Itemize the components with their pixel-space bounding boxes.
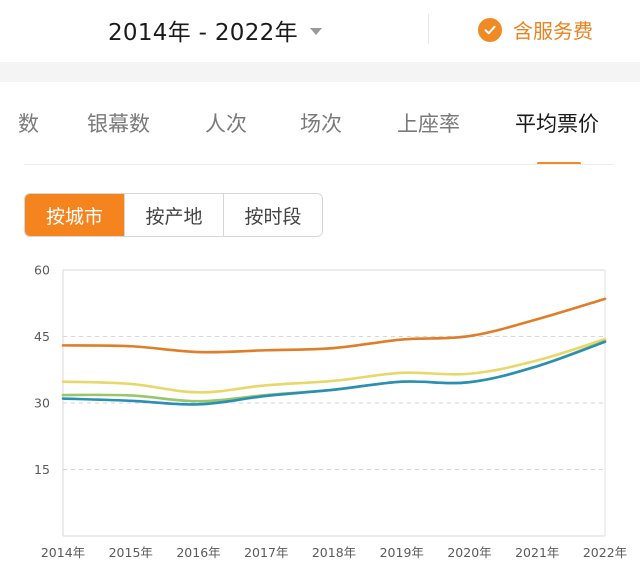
y-tick-label-45: 45 bbox=[34, 329, 50, 344]
top-bar: 2014年 - 2022年 含服务费 bbox=[0, 0, 640, 60]
x-tick-label-6: 2020年 bbox=[447, 545, 491, 560]
x-tick-label-5: 2019年 bbox=[380, 545, 424, 560]
series-line-blue bbox=[61, 340, 607, 406]
tab-shows[interactable]: 场次 bbox=[300, 112, 342, 136]
y-tick-label-60: 60 bbox=[34, 263, 50, 278]
x-tick-label-2: 2016年 bbox=[176, 545, 220, 560]
x-tick-label-0: 2014年 bbox=[41, 545, 85, 560]
year-range-label: 2014年 - 2022年 bbox=[108, 20, 298, 46]
y-tick-label-30: 30 bbox=[34, 396, 50, 411]
service-fee-label: 含服务费 bbox=[513, 19, 593, 43]
tab-partial[interactable]: 数 bbox=[18, 112, 39, 136]
metric-tabs: 数 银幕数 人次 场次 上座率 平均票价 bbox=[0, 82, 640, 166]
grouping-segmented-control: 按城市 按产地 按时段 bbox=[24, 193, 323, 237]
tab-screens[interactable]: 银幕数 bbox=[87, 112, 150, 136]
x-tick-label-7: 2021年 bbox=[515, 545, 559, 560]
average-price-line-chart: 15 30 45 60 2014年 2015年 2016年 2017年 2018年 2019年 20… bbox=[34, 263, 627, 561]
y-tick-label-15: 15 bbox=[34, 462, 50, 477]
x-tick-label-3: 2017年 bbox=[244, 545, 288, 560]
chevron-down-icon bbox=[309, 28, 322, 35]
tabs-divider bbox=[24, 164, 614, 165]
series-line-orange bbox=[61, 297, 607, 354]
tab-average-price[interactable]: 平均票价 bbox=[515, 112, 599, 136]
year-range-selector[interactable]: 2014年 - 2022年 bbox=[108, 13, 322, 47]
tab-occupancy[interactable]: 上座率 bbox=[397, 112, 460, 136]
series-line-yellow bbox=[61, 337, 607, 394]
divider bbox=[428, 14, 429, 44]
segment-by-time[interactable]: 按时段 bbox=[223, 194, 322, 236]
x-tick-label-8: 2022年 bbox=[583, 545, 627, 560]
x-tick-label-1: 2015年 bbox=[109, 545, 153, 560]
tab-admissions[interactable]: 人次 bbox=[205, 112, 247, 136]
active-tab-indicator bbox=[537, 162, 581, 165]
x-tick-label-4: 2018年 bbox=[312, 545, 356, 560]
segment-by-origin[interactable]: 按产地 bbox=[124, 194, 223, 236]
section-separator bbox=[0, 62, 640, 82]
service-fee-toggle[interactable]: 含服务费 bbox=[478, 15, 593, 44]
checkmark-icon bbox=[478, 17, 502, 42]
segment-by-city[interactable]: 按城市 bbox=[25, 194, 124, 236]
